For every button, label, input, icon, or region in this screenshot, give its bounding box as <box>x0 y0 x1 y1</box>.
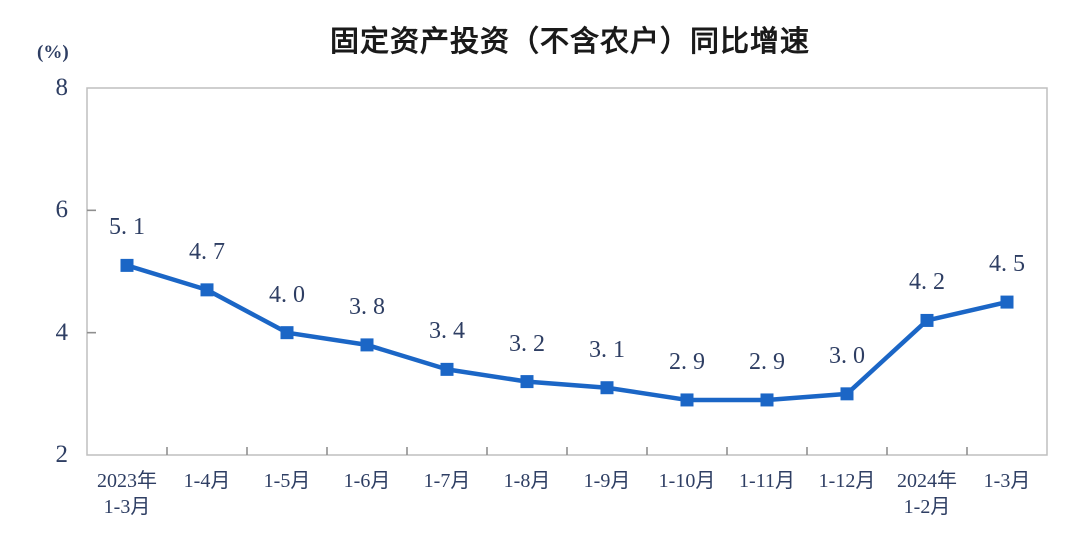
x-tick-label: 1-4月 <box>183 470 231 492</box>
data-point-marker <box>600 381 614 395</box>
y-tick-label: 4 <box>55 318 69 346</box>
x-tick-label: 2023年 1-3月 <box>97 470 157 518</box>
data-point-marker <box>440 362 454 376</box>
x-tick-label: 1-3月 <box>983 470 1031 492</box>
y-tick-label: 8 <box>55 74 69 101</box>
x-tick-label: 1-5月 <box>263 470 311 492</box>
x-tick-label: 1-7月 <box>423 470 471 492</box>
data-point-label: 3. 0 <box>829 342 865 369</box>
x-tick-label: 1-10月 <box>658 470 716 492</box>
data-point-label: 3. 8 <box>349 293 385 320</box>
x-tick-label: 2024年 1-2月 <box>897 470 957 518</box>
data-point-label: 4. 0 <box>269 281 305 308</box>
plot-frame <box>86 87 1048 456</box>
data-point-label: 4. 5 <box>989 251 1025 278</box>
data-point-label: 3. 4 <box>429 318 465 345</box>
data-point-label: 4. 7 <box>189 238 225 265</box>
data-point-label: 5. 1 <box>109 214 145 241</box>
x-tick-label: 1-8月 <box>503 470 551 492</box>
data-point-label: 4. 2 <box>909 269 945 296</box>
y-axis-unit-label: (%) <box>37 42 69 63</box>
data-point-marker <box>760 393 774 407</box>
y-tick-label: 6 <box>55 196 69 224</box>
data-point-marker <box>360 338 374 352</box>
x-tick-label: 1-11月 <box>739 470 795 492</box>
data-point-label: 2. 9 <box>669 348 705 375</box>
data-point-marker <box>840 387 854 401</box>
data-point-marker <box>920 313 934 327</box>
data-point-label: 2. 9 <box>749 348 785 375</box>
data-point-marker <box>200 283 214 297</box>
x-tick-label: 1-12月 <box>818 470 876 492</box>
y-tick-label: 2 <box>55 441 69 468</box>
data-point-marker <box>520 375 534 389</box>
x-tick-label: 1-6月 <box>343 470 391 492</box>
data-point-label: 3. 1 <box>589 336 625 363</box>
chart-title: 固定资产投资（不含农户）同比增速 <box>329 26 810 58</box>
data-point-marker <box>120 258 134 272</box>
data-point-label: 3. 2 <box>509 330 545 357</box>
x-tick-label: 1-9月 <box>583 470 631 492</box>
series-line <box>124 263 1010 403</box>
data-point-marker <box>1000 295 1014 309</box>
data-point-marker <box>280 326 294 340</box>
data-point-marker <box>680 393 694 407</box>
